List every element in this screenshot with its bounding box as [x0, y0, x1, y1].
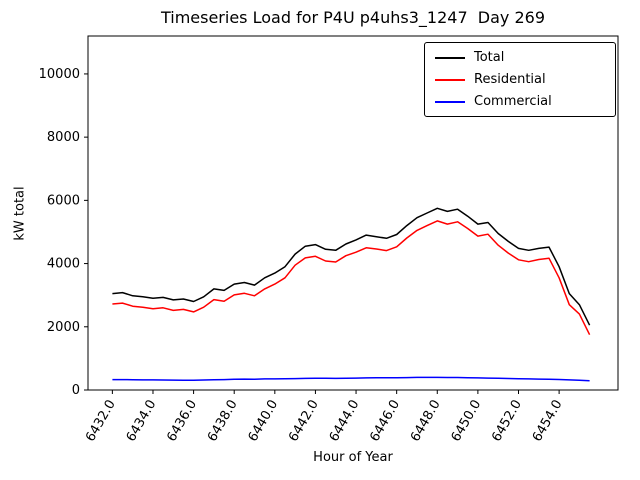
chart-title: Timeseries Load for P4U p4uhs3_1247 Day …	[160, 8, 546, 27]
residential-line-swatch	[435, 78, 465, 81]
x-tick-label: 6452.0	[489, 398, 525, 445]
x-tick-label: 6446.0	[367, 398, 403, 445]
x-tick-label: 6436.0	[164, 398, 200, 445]
legend-item-total: Total	[435, 50, 605, 65]
x-tick-label: 6440.0	[246, 398, 282, 445]
total-line-swatch	[435, 56, 465, 59]
x-tick-label: 6434.0	[124, 398, 160, 445]
x-tick-label: 6444.0	[327, 398, 363, 445]
x-tick-label: 6438.0	[205, 398, 241, 445]
legend-item-commercial: Commercial	[435, 94, 605, 109]
y-tick-label: 0	[72, 383, 80, 398]
legend-label-residential: Residential	[474, 72, 546, 87]
commercial-line	[112, 376, 590, 382]
legend: Total Residential Commercial	[424, 42, 616, 117]
x-tick-label: 6454.0	[530, 398, 566, 445]
y-tick-label: 10000	[39, 67, 80, 82]
plot-box	[87, 35, 619, 391]
x-axis-label: Hour of Year	[313, 450, 393, 465]
total-line	[112, 207, 591, 326]
x-tick-label: 6442.0	[286, 398, 322, 445]
y-tick-label: 4000	[47, 257, 80, 272]
y-axis-label: kW total	[12, 186, 28, 241]
legend-label-total: Total	[474, 50, 505, 65]
legend-item-residential: Residential	[435, 72, 605, 87]
y-tick-label: 6000	[47, 193, 80, 208]
y-tick-label: 8000	[47, 130, 80, 145]
x-tick-label: 6450.0	[449, 398, 485, 445]
x-tick-label: 6432.0	[83, 398, 119, 445]
commercial-line-swatch	[435, 100, 465, 103]
y-tick-label: 2000	[47, 320, 80, 335]
residential-line	[112, 220, 591, 336]
x-tick-label: 6448.0	[408, 398, 444, 445]
legend-label-commercial: Commercial	[474, 94, 552, 109]
